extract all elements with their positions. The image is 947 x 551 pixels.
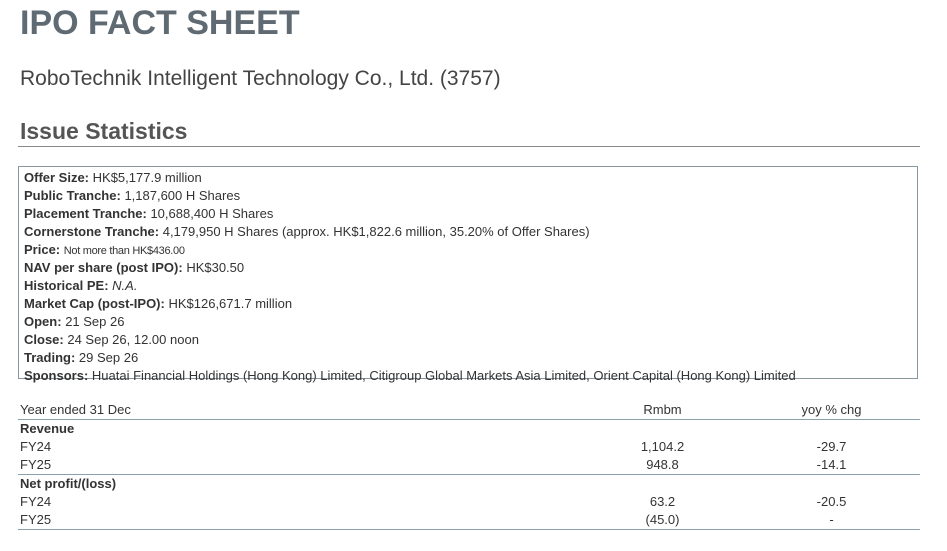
data-row: FY25 948.8 -14.1 <box>18 456 920 475</box>
group-row: Net profit/(loss) <box>18 475 920 494</box>
fact-row: Cornerstone Tranche: 4,179,950 H Shares … <box>24 223 912 241</box>
column-header: Rmbm <box>582 401 743 420</box>
cell <box>582 475 743 494</box>
fact-row: Price: Not more than HK$436.00 <box>24 241 912 259</box>
fact-label: Open: <box>24 314 62 329</box>
fact-value: 10,688,400 H Shares <box>150 206 274 221</box>
fact-label: NAV per share (post IPO): <box>24 260 183 275</box>
fact-row: Public Tranche: 1,187,600 H Shares <box>24 187 912 205</box>
cell: FY24 <box>20 439 52 454</box>
cell <box>743 420 920 439</box>
financial-table: Year ended 31 Dec Rmbm yoy % chg Revenue FY2… <box>18 401 920 530</box>
fact-row: NAV per share (post IPO): HK$30.50 <box>24 259 912 277</box>
fact-value: Huatai Financial Holdings (Hong Kong) Li… <box>91 368 796 383</box>
cell: - <box>743 511 920 530</box>
fact-value: 1,187,600 H Shares <box>124 188 241 203</box>
group-name: Net profit/(loss) <box>20 476 117 491</box>
cell: 948.8 <box>582 456 743 475</box>
data-row: FY24 1,104.2 -29.7 <box>18 438 920 456</box>
fact-label: Cornerstone Tranche: <box>24 224 160 239</box>
fact-value: HK$30.50 <box>186 260 245 275</box>
fact-row: Open: 21 Sep 26 <box>24 313 912 331</box>
cell: -29.7 <box>816 439 847 454</box>
column-header: Year ended 31 Dec <box>18 401 582 420</box>
subtitle: RoboTechnik Intelligent Technology Co., … <box>20 67 501 90</box>
cell: FY24 <box>20 494 52 509</box>
fact-label: Trading: <box>24 350 76 365</box>
fact-row: Offer Size: HK$5,177.9 million <box>24 169 912 187</box>
fact-value: 4,179,950 H Shares (approx. HK$1,822.6 m… <box>162 224 590 239</box>
fact-value: N.A. <box>112 278 138 293</box>
fact-row: Close: 24 Sep 26, 12.00 noon <box>24 331 912 349</box>
data-row: FY25 (45.0) - <box>18 511 920 530</box>
fact-row: Sponsors: Huatai Financial Holdings (Hon… <box>24 367 912 385</box>
facts-box: Offer Size: HK$5,177.9 million Public Tra… <box>18 166 918 383</box>
fact-label: Market Cap (post-IPO): <box>24 296 165 311</box>
fact-row: Market Cap (post-IPO): HK$126,671.7 mill… <box>24 295 912 313</box>
cell <box>582 420 743 439</box>
fact-label: Sponsors: <box>24 368 89 383</box>
fact-label: Placement Tranche: <box>24 206 147 221</box>
fact-label: Offer Size: <box>24 170 90 185</box>
fact-label: Historical PE: <box>24 278 109 293</box>
cell: -14.1 <box>743 456 920 475</box>
fact-label: Public Tranche: <box>24 188 121 203</box>
section-title: Issue Statistics <box>20 118 188 144</box>
divider <box>18 146 920 147</box>
cell <box>743 475 920 494</box>
cell: -20.5 <box>816 494 847 509</box>
data-row: FY24 63.2 -20.5 <box>18 493 920 511</box>
cell: FY25 <box>18 456 582 475</box>
fact-row: Placement Tranche: 10,688,400 H Shares <box>24 205 912 223</box>
group-row: Revenue <box>18 420 920 439</box>
cell: 1,104.2 <box>640 439 685 454</box>
fact-value: 21 Sep 26 <box>65 314 125 329</box>
fact-value: HK$126,671.7 million <box>168 296 293 311</box>
fact-value: 29 Sep 26 <box>78 350 139 365</box>
fact-row: Historical PE: N.A. <box>24 277 912 295</box>
cell: (45.0) <box>582 511 743 530</box>
cell: 63.2 <box>649 494 676 509</box>
cell: FY25 <box>18 511 582 530</box>
fact-value: 24 Sep 26, 12.00 noon <box>67 332 199 347</box>
fact-label: Price: <box>24 242 61 257</box>
fact-value: HK$5,177.9 million <box>92 170 202 185</box>
fact-value: Not more than HK$436.00 <box>63 245 185 257</box>
column-header: yoy % chg <box>743 401 920 420</box>
group-name: Revenue <box>20 421 75 436</box>
table-header: Year ended 31 Dec Rmbm yoy % chg <box>18 401 920 420</box>
fact-label: Close: <box>24 332 64 347</box>
title: IPO FACT SHEET <box>20 4 300 42</box>
fact-row: Trading: 29 Sep 26 <box>24 349 912 367</box>
